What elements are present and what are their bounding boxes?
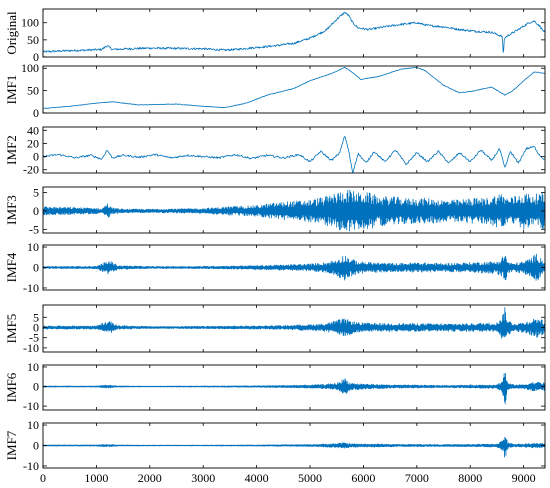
- y-tick-label: 10: [27, 360, 39, 374]
- y-tick-label: 0: [33, 150, 39, 164]
- series-line-imf4: [43, 253, 545, 281]
- y-tick-label: -10: [23, 399, 39, 413]
- axes-frame: [42, 304, 546, 353]
- x-tick-label: 1000: [84, 471, 108, 485]
- y-tick-label: 50: [27, 33, 39, 47]
- y-tick-label: 0: [33, 439, 39, 453]
- x-tick-label: 2000: [138, 471, 162, 485]
- panel-imf3: -5 0 5 IMF3: [4, 186, 546, 236]
- series-line-imf6: [43, 372, 545, 405]
- y-tick-label: -5: [29, 222, 39, 236]
- y-tick-label: -5: [29, 331, 39, 345]
- x-tick-label: 0: [40, 471, 46, 485]
- x-tick-label: 5000: [298, 471, 322, 485]
- y-tick-label: 20: [27, 136, 39, 150]
- y-tick-label: 50: [27, 84, 39, 98]
- panel-imf7: -10 0 10 IMF7: [4, 418, 546, 473]
- series-line-original: [43, 11, 545, 53]
- y-tick-label: 0: [33, 204, 39, 218]
- y-tick-label: 10: [27, 240, 39, 254]
- x-tick-label: 6000: [351, 471, 375, 485]
- panel-imf5: -10-505 IMF5: [4, 304, 546, 355]
- panel-label: IMF6: [4, 372, 19, 402]
- panel-imf4: -10 0 10 IMF4: [4, 240, 546, 295]
- axes-frame: [42, 65, 546, 114]
- panel-label: Original: [4, 11, 19, 55]
- y-tick-label: -20: [23, 163, 39, 177]
- y-tick-label: 0: [33, 50, 39, 64]
- panel-label: IMF4: [4, 252, 19, 282]
- y-tick-label: 0: [33, 106, 39, 120]
- series-line-imf1: [43, 66, 545, 109]
- x-tick-label: 9000: [512, 471, 536, 485]
- series-line-imf3: [43, 189, 545, 232]
- panel-label: IMF1: [4, 75, 19, 105]
- y-tick-label: 100: [21, 16, 39, 30]
- x-tick-label: 8000: [458, 471, 482, 485]
- x-tick-label: 3000: [191, 471, 215, 485]
- y-tick-label: 5: [33, 186, 39, 200]
- y-tick-label: 0: [33, 320, 39, 334]
- axes-frame: [42, 8, 546, 58]
- axes-frame: [42, 186, 546, 234]
- series-line-imf2: [43, 135, 545, 173]
- series-line-imf5: [43, 307, 545, 339]
- x-tick-label: 4000: [245, 471, 269, 485]
- y-tick-label: 10: [27, 418, 39, 432]
- y-tick-label: -10: [23, 281, 39, 295]
- y-tick-label: 5: [33, 310, 39, 324]
- y-tick-label: 40: [27, 123, 39, 137]
- panel-label: IMF7: [4, 430, 19, 460]
- panel-label: IMF2: [4, 135, 19, 165]
- y-tick-label: 0: [33, 380, 39, 394]
- axes-frame: [42, 364, 546, 411]
- y-tick-label: 100: [21, 61, 39, 75]
- y-tick-label: -10: [23, 459, 39, 473]
- panel-imf6: -10 0 10 IMF6: [4, 360, 546, 413]
- y-tick-label: 0: [33, 261, 39, 275]
- y-tick-label: -10: [23, 341, 39, 355]
- panel-label: IMF3: [4, 195, 19, 225]
- panel-label: IMF5: [4, 314, 19, 344]
- axes-frame: [42, 126, 546, 174]
- series-line-imf7: [43, 436, 545, 458]
- x-tick-label: 7000: [405, 471, 429, 485]
